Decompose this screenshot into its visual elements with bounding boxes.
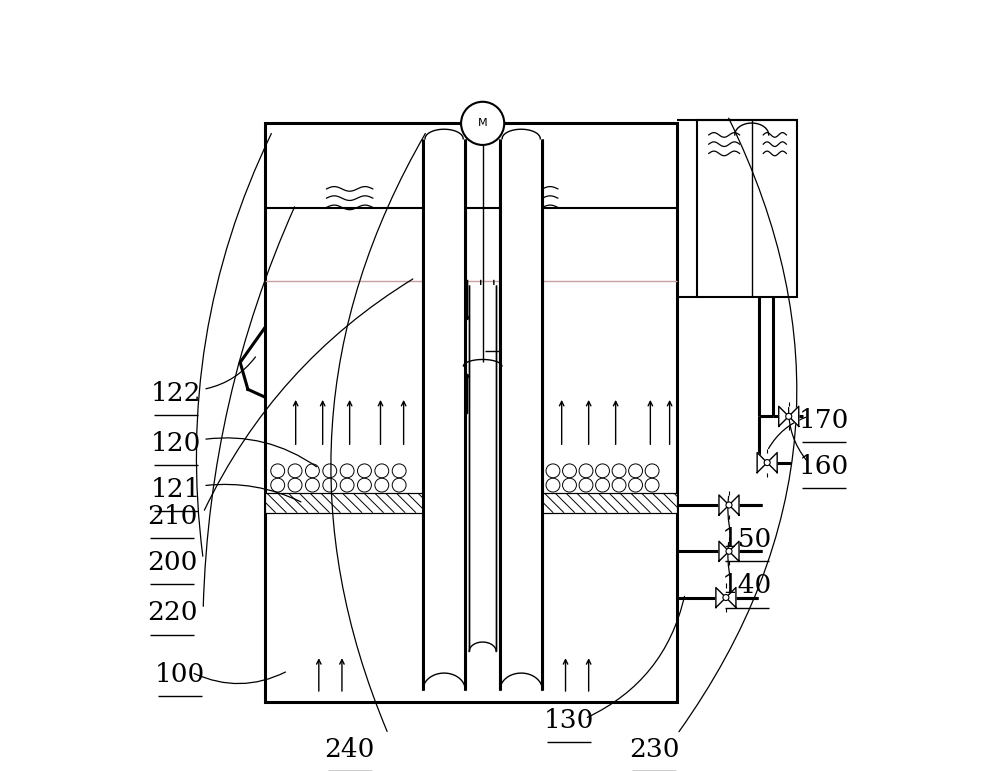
Text: 220: 220 <box>147 601 198 625</box>
Text: M: M <box>478 119 487 128</box>
Polygon shape <box>719 541 729 561</box>
Bar <box>265 493 423 513</box>
Circle shape <box>461 102 504 145</box>
Text: 240: 240 <box>324 737 375 762</box>
Polygon shape <box>789 406 799 426</box>
Text: 230: 230 <box>629 737 679 762</box>
Polygon shape <box>757 453 767 473</box>
Bar <box>697 120 797 297</box>
Text: 160: 160 <box>799 454 849 479</box>
Bar <box>500 139 542 690</box>
Bar <box>423 139 465 690</box>
Polygon shape <box>779 406 789 426</box>
Text: 210: 210 <box>147 504 198 529</box>
Bar <box>265 123 677 702</box>
Polygon shape <box>719 495 729 515</box>
Bar <box>469 285 496 651</box>
Text: 100: 100 <box>155 662 205 687</box>
Polygon shape <box>729 495 739 515</box>
Text: 150: 150 <box>722 527 772 552</box>
Circle shape <box>726 548 732 554</box>
Polygon shape <box>726 588 736 608</box>
Text: 130: 130 <box>544 709 595 733</box>
Text: 122: 122 <box>151 381 201 406</box>
Polygon shape <box>767 453 777 473</box>
Text: 170: 170 <box>799 408 849 433</box>
Text: 120: 120 <box>151 431 201 456</box>
Text: 140: 140 <box>722 574 772 598</box>
Text: 121: 121 <box>151 477 201 502</box>
Circle shape <box>786 413 792 419</box>
Circle shape <box>764 460 770 466</box>
Circle shape <box>726 502 732 508</box>
Polygon shape <box>716 588 726 608</box>
Circle shape <box>723 594 729 601</box>
Text: 200: 200 <box>147 550 198 575</box>
Bar <box>542 493 677 513</box>
Polygon shape <box>729 541 739 561</box>
Bar <box>542 493 677 513</box>
Bar <box>265 493 423 513</box>
